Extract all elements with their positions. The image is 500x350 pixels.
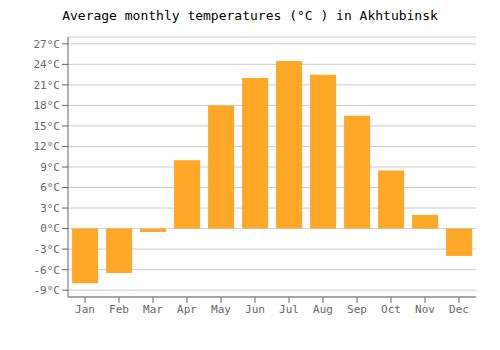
svg-text:Jul: Jul — [279, 303, 299, 316]
svg-text:-3°C: -3°C — [34, 243, 61, 256]
svg-text:Nov: Nov — [415, 303, 435, 316]
svg-text:21°C: 21°C — [34, 79, 61, 92]
svg-text:Jun: Jun — [245, 303, 265, 316]
svg-text:18°C: 18°C — [34, 99, 61, 112]
svg-text:Sep: Sep — [347, 303, 367, 316]
svg-text:3°C: 3°C — [40, 202, 60, 215]
svg-text:9°C: 9°C — [40, 161, 60, 174]
svg-text:15°C: 15°C — [34, 120, 61, 133]
svg-text:Dec: Dec — [449, 303, 469, 316]
svg-text:Oct: Oct — [381, 303, 401, 316]
svg-text:Aug: Aug — [313, 303, 333, 316]
svg-text:0°C: 0°C — [40, 222, 60, 235]
svg-text:27°C: 27°C — [34, 38, 61, 51]
svg-text:Apr: Apr — [177, 303, 197, 316]
svg-text:-6°C: -6°C — [34, 264, 61, 277]
svg-text:12°C: 12°C — [34, 140, 61, 153]
svg-text:Mar: Mar — [143, 303, 163, 316]
svg-text:6°C: 6°C — [40, 181, 60, 194]
html-text:Average monthly temperatures (: Average monthly temperatures (°C ) in Ak… — [62, 8, 438, 23]
svg-text:-9°C: -9°C — [34, 284, 61, 297]
svg-text:Feb: Feb — [109, 303, 129, 316]
svg-text:May: May — [211, 303, 231, 316]
svg-text:24°C: 24°C — [34, 58, 61, 71]
svg-text:Jan: Jan — [75, 303, 95, 316]
